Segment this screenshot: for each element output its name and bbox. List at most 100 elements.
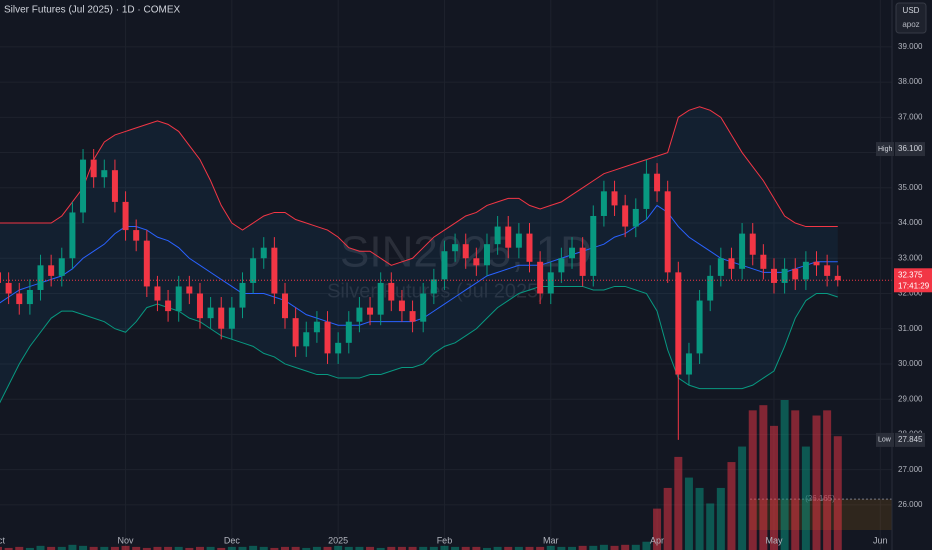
volume-bar (536, 546, 545, 550)
volume-bar (281, 546, 290, 550)
volume-bar (727, 462, 736, 550)
candle-body (207, 307, 214, 319)
volume-bar (249, 545, 258, 550)
volume-bar (716, 487, 725, 550)
volume-bar (344, 546, 353, 550)
volume-bar (472, 546, 481, 550)
volume-bar (674, 456, 683, 550)
volume-bar (376, 547, 385, 550)
candle-body (824, 265, 831, 276)
volume-bar (79, 545, 88, 550)
candle-body (175, 286, 182, 312)
volume-bar (323, 546, 332, 550)
candle-body (80, 159, 87, 213)
candle-body (462, 244, 469, 259)
volume-bar (833, 436, 842, 550)
y-tick-label: 37.000 (898, 112, 923, 121)
volume-bar (578, 545, 587, 550)
candle-body (632, 208, 639, 227)
candle-body (749, 233, 756, 255)
candle-body (16, 293, 23, 305)
volume-bar (132, 546, 141, 550)
middle-band (0, 204, 838, 326)
volume-bar (270, 547, 279, 550)
volume-bar (334, 545, 343, 550)
volume-bar (663, 487, 672, 550)
volume-bar (599, 544, 608, 550)
currency[interactable]: USD (903, 6, 920, 15)
candle-body (271, 247, 278, 294)
currency-sub[interactable]: apoz (902, 20, 919, 29)
x-tick-label: Mar (543, 535, 559, 545)
volume-bar (429, 546, 438, 550)
volume-bar (440, 545, 449, 550)
candle-body (335, 342, 342, 354)
volume-bar (206, 546, 215, 550)
candle-body (569, 247, 576, 259)
candle-body (228, 307, 235, 329)
lower-band (0, 285, 838, 404)
volume-bar (461, 546, 470, 550)
volume-bar (153, 546, 162, 550)
volume-bar (748, 410, 757, 550)
volume-bar (100, 546, 109, 550)
marker-value-box (895, 432, 925, 447)
volume-bar (68, 544, 77, 550)
plot: (26.165) (0, 106, 892, 550)
volume-bar (706, 503, 715, 550)
x-tick-label: Feb (437, 535, 453, 545)
candle-body (282, 293, 289, 319)
volume-bar (514, 546, 523, 550)
volume-bar (610, 545, 619, 550)
candle-body (675, 272, 682, 375)
currency-box[interactable] (895, 2, 927, 34)
volume-bar (15, 546, 24, 550)
volume-bar (695, 487, 704, 550)
candle-body (398, 300, 405, 312)
volume-bar (504, 546, 513, 550)
volume-bar (482, 547, 491, 550)
volume-bar (621, 544, 630, 550)
volume-bar (419, 546, 428, 550)
y-tick-label: 38.000 (898, 77, 923, 86)
volume-bar (397, 546, 406, 550)
candle-body (48, 265, 55, 276)
candle-body (292, 318, 299, 347)
candle-body (37, 265, 44, 290)
volume-bar (259, 546, 268, 550)
candle-body (579, 247, 586, 276)
volume-bar (174, 546, 183, 550)
candle-body (26, 289, 33, 305)
candle-body (515, 233, 522, 248)
candle-body (218, 307, 225, 329)
candle-body (377, 282, 384, 315)
candle-body (303, 332, 310, 347)
volume-bar (110, 546, 119, 550)
volume-bar (791, 410, 800, 550)
candle-body (707, 275, 714, 301)
candle-body (345, 321, 352, 343)
candle-body (600, 191, 607, 216)
volume-bar (47, 546, 56, 550)
candle-body (313, 321, 320, 333)
candle-body (5, 282, 12, 294)
countdown: 17:41:29 (898, 281, 930, 290)
candle-body (622, 205, 629, 227)
candle-body (664, 191, 671, 273)
volume-bar (759, 405, 768, 550)
last-price-label: 32.375 (898, 270, 923, 279)
volume-bar (185, 547, 194, 550)
candle-body (452, 244, 459, 252)
y-tick-label: 32.000 (898, 289, 923, 298)
candle-body (133, 230, 140, 241)
volume-bar (823, 410, 832, 550)
candle-body (739, 233, 746, 269)
candle-body (558, 258, 565, 273)
candle-body (143, 240, 150, 287)
candle-body (834, 275, 841, 281)
marker-name-box (876, 142, 894, 157)
candle-body (58, 258, 65, 276)
volume-bar (525, 546, 534, 550)
candle-body (101, 170, 108, 178)
